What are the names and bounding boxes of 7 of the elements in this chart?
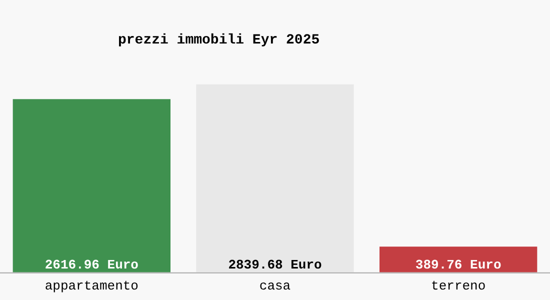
x-tick-label: casa [259,278,291,294]
data-label: 2839.68 Euro [228,257,322,272]
data-label: 2616.96 Euro [44,257,139,272]
x-tick-label: terreno [431,278,486,294]
x-tick-label: appartamento [44,278,138,294]
data-label: 389.76 Euro [415,257,502,272]
chart-title: prezzi immobili Eyr 2025 [118,32,320,49]
